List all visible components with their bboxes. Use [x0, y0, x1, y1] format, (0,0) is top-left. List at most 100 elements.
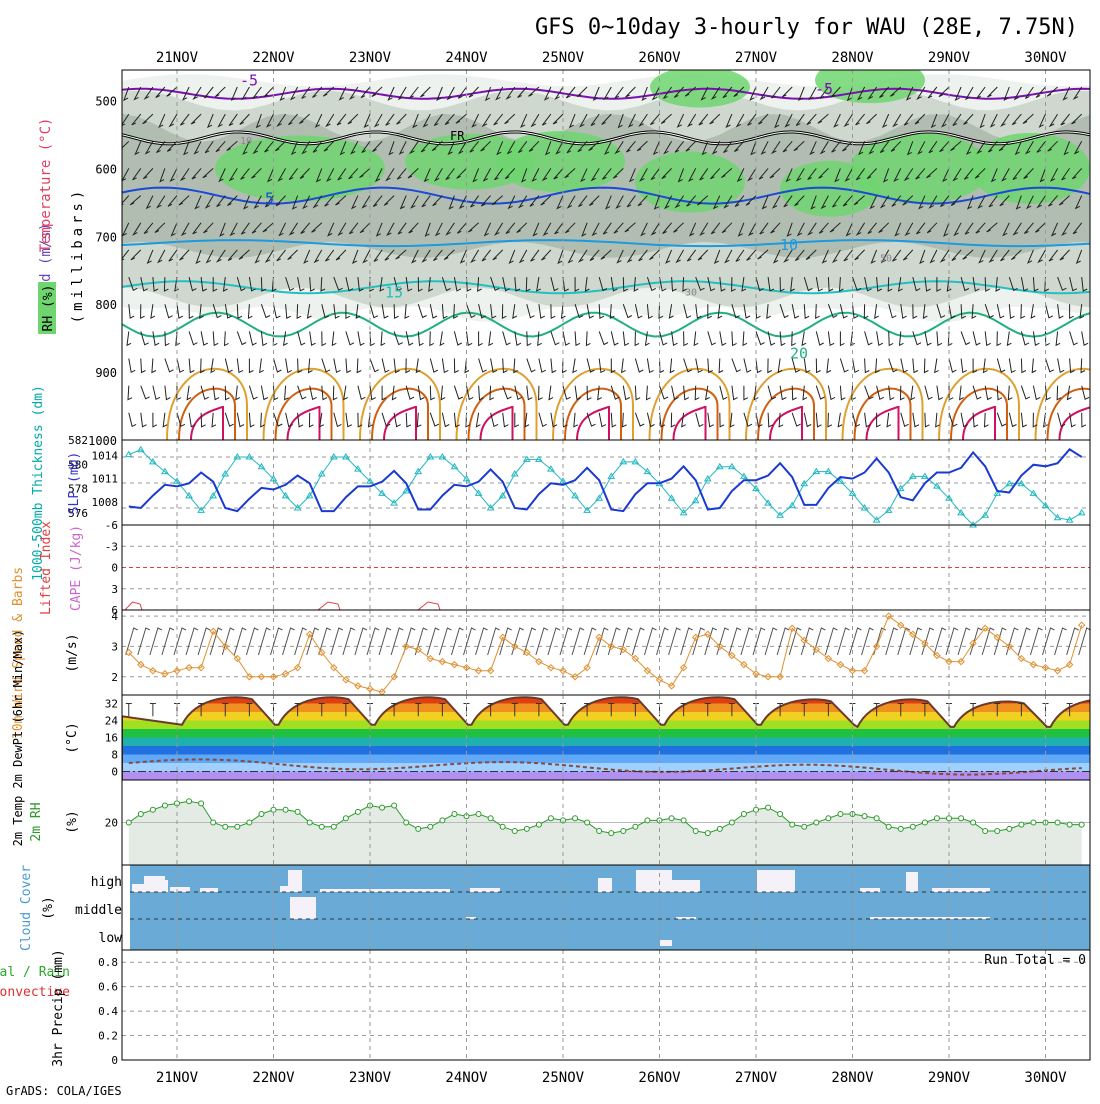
wind10m-barb	[886, 628, 898, 655]
precip-panel: 0.80.60.40.20	[98, 950, 1090, 1067]
wind10m-barb	[982, 628, 994, 655]
wind10m-barb	[427, 628, 439, 655]
upper-y-tick: 700	[95, 230, 117, 244]
temp-minmax-whisker	[126, 704, 132, 717]
temp2m-tick: 0	[111, 766, 118, 779]
wind10m-tick: 2	[111, 671, 118, 684]
rh2m-point	[778, 812, 783, 817]
rh-contour-label: 50	[880, 253, 892, 264]
temp-color-band	[122, 729, 1090, 738]
wind10m-barb	[644, 628, 656, 655]
wind10m-barb	[222, 628, 234, 655]
cloud-high-bar	[960, 888, 990, 892]
rh2m-tick: 20	[105, 817, 118, 830]
rh2m-point	[295, 809, 300, 814]
rh2m-point	[669, 816, 674, 821]
rh2m-point	[150, 807, 155, 812]
cloud-high-bar	[200, 888, 218, 892]
cloud-level-label: high	[91, 875, 122, 890]
rh2m-point	[597, 829, 602, 834]
lifted-index-label: Lifted Index	[39, 521, 54, 615]
wind10m-barb	[476, 628, 488, 655]
temp-color-band	[122, 763, 1090, 772]
credit: GrADS: COLA/IGES	[6, 1084, 122, 1098]
lifted-index-line	[418, 602, 440, 610]
isotherm-label: 5	[265, 190, 274, 208]
slp-tick: 1008	[92, 496, 119, 509]
bottom-date-label: 23NOV	[349, 1070, 392, 1086]
bottom-date-label: 21NOV	[156, 1070, 199, 1086]
cloud-high-bar	[636, 870, 672, 892]
wind10m-barb	[283, 628, 295, 655]
top-date-label: 26NOV	[638, 50, 681, 66]
thickness-tick: 582	[68, 434, 88, 447]
rh2m-point	[428, 824, 433, 829]
bottom-date-label: 27NOV	[735, 1070, 778, 1086]
temp-color-band	[122, 772, 1090, 781]
wind10m-barb	[367, 628, 379, 655]
wind10m-barb	[729, 628, 741, 655]
bottom-date-label: 26NOV	[638, 1070, 681, 1086]
wind10m-barb	[994, 628, 1006, 655]
rh2m-point	[766, 805, 771, 810]
upper-y-tick: 800	[95, 298, 117, 312]
rh-green-region	[650, 66, 750, 107]
top-date-label: 23NOV	[349, 50, 392, 66]
isotherm-label: FR	[450, 129, 465, 143]
rh2m-unit: (%)	[65, 810, 80, 833]
top-date-label: 22NOV	[252, 50, 295, 66]
wind10m-tick: 3	[111, 640, 118, 653]
rh2m-point	[380, 805, 385, 810]
bottom-date-label: 25NOV	[542, 1070, 585, 1086]
rh2m-point	[573, 816, 578, 821]
temp-color-band	[122, 746, 1090, 755]
rh2m-point	[1031, 820, 1036, 825]
lifted-tick: 0	[111, 562, 118, 575]
wind10m-barb	[1079, 628, 1091, 655]
rh2m-point	[802, 824, 807, 829]
rh2m-point	[681, 818, 686, 823]
wind10m-barb	[825, 628, 837, 655]
lifted-index-line	[318, 602, 340, 610]
bottom-date-label: 22NOV	[252, 1070, 295, 1086]
wind10m-barb	[210, 628, 222, 655]
slp-tick: 1014	[92, 449, 119, 462]
wind10m-tick: 4	[111, 610, 118, 623]
rh2m-point	[814, 820, 819, 825]
rh2m-point	[548, 816, 553, 821]
lifted-tick: 3	[111, 583, 118, 596]
precip-unit: 3hr Precip (mm)	[51, 949, 66, 1066]
rh2m-point	[934, 816, 939, 821]
cloud-unit: (%)	[41, 896, 56, 919]
rh2m-point	[959, 816, 964, 821]
thickness-point	[813, 469, 819, 474]
cape-label: CAPE (J/kg)	[69, 525, 84, 611]
temp2m-tick: 8	[111, 749, 118, 762]
top-date-label: 25NOV	[542, 50, 585, 66]
bottom-date-label: 24NOV	[445, 1070, 488, 1086]
panel-frame	[122, 610, 1090, 695]
wind10m-barb	[741, 628, 753, 655]
rh2m-point	[476, 812, 481, 817]
rh2m-label: 2m RH	[29, 802, 44, 841]
rh2m-point	[536, 822, 541, 827]
upper-y-tick: 900	[95, 366, 117, 380]
slp-line	[129, 449, 1082, 511]
wind10m-barb	[1055, 628, 1067, 655]
rh2m-point	[633, 824, 638, 829]
cloud-high-bar	[860, 888, 880, 892]
rh2m-point	[500, 824, 505, 829]
temp2m-tick: 24	[105, 715, 119, 728]
wind10m-barb	[837, 628, 849, 655]
wind10m-barb	[934, 628, 946, 655]
wind10m-barb	[295, 628, 307, 655]
rh2m-point	[886, 824, 891, 829]
rh-contour-label: 10	[240, 136, 252, 147]
rh2m-point	[211, 820, 216, 825]
temp2m-tick: 32	[105, 698, 118, 711]
rh2m-point	[283, 807, 288, 812]
